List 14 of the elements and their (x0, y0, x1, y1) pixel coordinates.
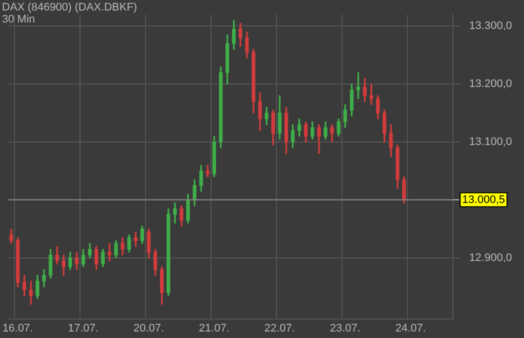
y-tick-label: 13.200,0 (469, 78, 512, 90)
x-tick-label: 24.07. (395, 322, 426, 334)
x-tick-label: 16.07. (2, 322, 34, 334)
y-tick-label: 12.900,0 (469, 252, 512, 264)
x-tick-label: 22.07. (264, 322, 295, 334)
x-tick-label: 20.07. (133, 322, 164, 334)
y-tick-label: 13.300,0 (469, 20, 512, 32)
x-tick-label: 23.07. (330, 322, 360, 334)
ref-line-label: 13.000,5 (462, 194, 506, 206)
y-tick-label: 13.100,0 (469, 136, 512, 148)
chart-title: DAX (846900) (DAX.DBKF) (2, 2, 138, 14)
x-tick-label: 17.07. (68, 322, 99, 334)
chart-subtitle: 30 Min (2, 14, 36, 26)
x-tick-label: 21.07. (198, 322, 230, 334)
